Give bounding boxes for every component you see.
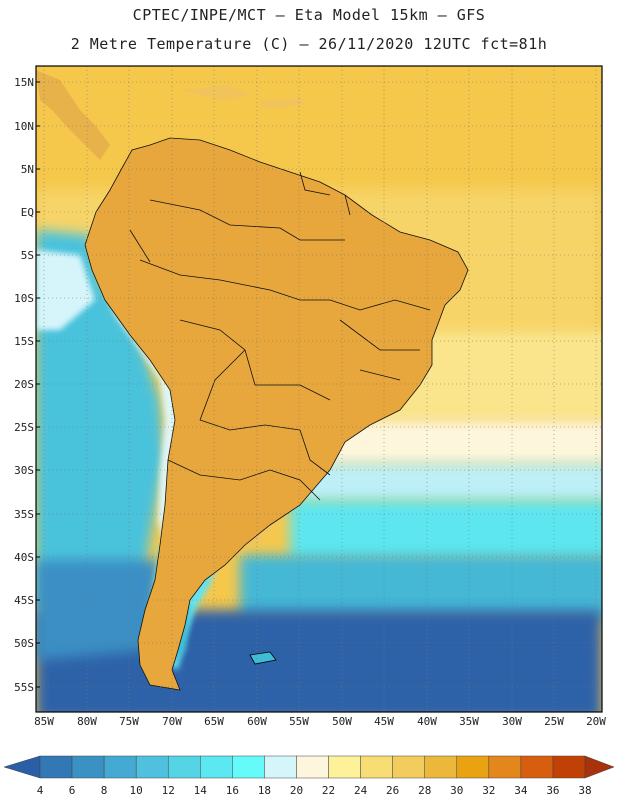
colorbar-cell bbox=[488, 755, 522, 779]
colorbar-cell bbox=[39, 755, 73, 779]
lat-label: 40S bbox=[14, 551, 34, 564]
ocean-atlantic-cold-band bbox=[290, 500, 602, 560]
lat-label: 5N bbox=[20, 163, 34, 176]
lon-label: 50W bbox=[332, 715, 352, 728]
colorbar-cell bbox=[456, 755, 490, 779]
lon-label: 70W bbox=[162, 715, 182, 728]
colorbar-cell bbox=[71, 755, 105, 779]
lon-label: 55W bbox=[289, 715, 309, 728]
lat-label: EQ bbox=[20, 206, 34, 219]
lat-label: 15N bbox=[14, 76, 34, 89]
lon-label: 75W bbox=[119, 715, 139, 728]
colorbar-tick-label: 20 bbox=[289, 784, 304, 797]
lat-label: 15S bbox=[14, 335, 34, 348]
colorbar-cell bbox=[232, 755, 265, 779]
lon-label: 40W bbox=[417, 715, 437, 728]
lat-label: 50S bbox=[14, 637, 34, 650]
caribbean-island bbox=[260, 98, 305, 108]
ocean-atlantic-colder-band bbox=[240, 555, 602, 620]
lat-label: 25S bbox=[14, 421, 34, 434]
colorbar-cell bbox=[424, 755, 458, 779]
colorbar-tick-label: 22 bbox=[321, 784, 336, 797]
colorbar-cell bbox=[520, 755, 554, 779]
lat-label: 45S bbox=[14, 594, 34, 607]
colorbar-max-arrow bbox=[584, 755, 615, 779]
lon-label: 60W bbox=[247, 715, 267, 728]
lat-label: 20S bbox=[14, 378, 34, 391]
lat-label: 10N bbox=[14, 120, 34, 133]
country-borders bbox=[84, 137, 469, 691]
map-title: CPTEC/INPE/MCT – Eta Model 15km – GFS bbox=[132, 6, 486, 24]
colorbar-tick-label: 28 bbox=[418, 784, 432, 797]
lat-label: 30S bbox=[14, 464, 34, 477]
colorbar-tick-label: 26 bbox=[386, 784, 400, 797]
colorbar-cell bbox=[103, 755, 137, 779]
lon-label: 35W bbox=[459, 715, 479, 728]
lat-label: 5S bbox=[20, 249, 34, 262]
colorbar-cell bbox=[552, 755, 586, 779]
axis-ticks bbox=[36, 81, 40, 688]
map-frame bbox=[35, 65, 603, 713]
lon-label: 80W bbox=[77, 715, 97, 728]
lon-label: 85W bbox=[34, 715, 54, 728]
colorbar-cell bbox=[328, 755, 361, 779]
colorbar-tick-label: 24 bbox=[353, 784, 368, 797]
colorbar-cell bbox=[392, 755, 425, 779]
lat-label: 35S bbox=[14, 508, 34, 521]
colorbar-tick-label: 6 bbox=[68, 784, 76, 797]
lon-label: 65W bbox=[204, 715, 224, 728]
colorbar-tick-label: 10 bbox=[129, 784, 143, 797]
lon-label: 45W bbox=[374, 715, 394, 728]
colorbar bbox=[3, 755, 615, 779]
colorbar-cell bbox=[296, 755, 329, 779]
lon-label: 30W bbox=[502, 715, 522, 728]
colorbar-tick-label: 4 bbox=[36, 784, 44, 797]
ocean-atlantic-cool-band bbox=[300, 462, 602, 502]
caribbean-island bbox=[180, 85, 250, 100]
colorbar-cell bbox=[264, 755, 297, 779]
colorbar-min-arrow bbox=[3, 755, 41, 779]
colorbar-tick-label: 36 bbox=[546, 784, 560, 797]
colorbar-tick-label: 12 bbox=[161, 784, 175, 797]
ocean-pacific-mild bbox=[36, 250, 95, 330]
ocean-pacific-cool bbox=[36, 230, 165, 610]
colorbar-cell bbox=[135, 755, 169, 779]
lat-label: 55S bbox=[14, 681, 34, 694]
colorbar-cell bbox=[360, 755, 393, 779]
colorbar-tick-label: 14 bbox=[193, 784, 207, 797]
central-america-landmass bbox=[36, 70, 110, 160]
lon-label: 25W bbox=[544, 715, 564, 728]
colorbar-tick-label: 30 bbox=[450, 784, 464, 797]
colorbar-cell bbox=[167, 755, 201, 779]
colorbar-tick-label: 16 bbox=[225, 784, 239, 797]
falkland-islands bbox=[249, 651, 277, 665]
colorbar-tick-label: 8 bbox=[100, 784, 108, 797]
lat-label: 10S bbox=[14, 292, 34, 305]
map-subtitle: 2 Metre Temperature (C) – 26/11/2020 12U… bbox=[70, 35, 548, 53]
colorbar-tick-label: 32 bbox=[482, 784, 496, 797]
lon-label: 20W bbox=[586, 715, 606, 728]
colorbar-tick-label: 38 bbox=[578, 784, 592, 797]
colorbar-cell bbox=[200, 755, 233, 779]
colorbar-tick-label: 34 bbox=[514, 784, 528, 797]
colorbar-tick-label: 18 bbox=[257, 784, 272, 797]
